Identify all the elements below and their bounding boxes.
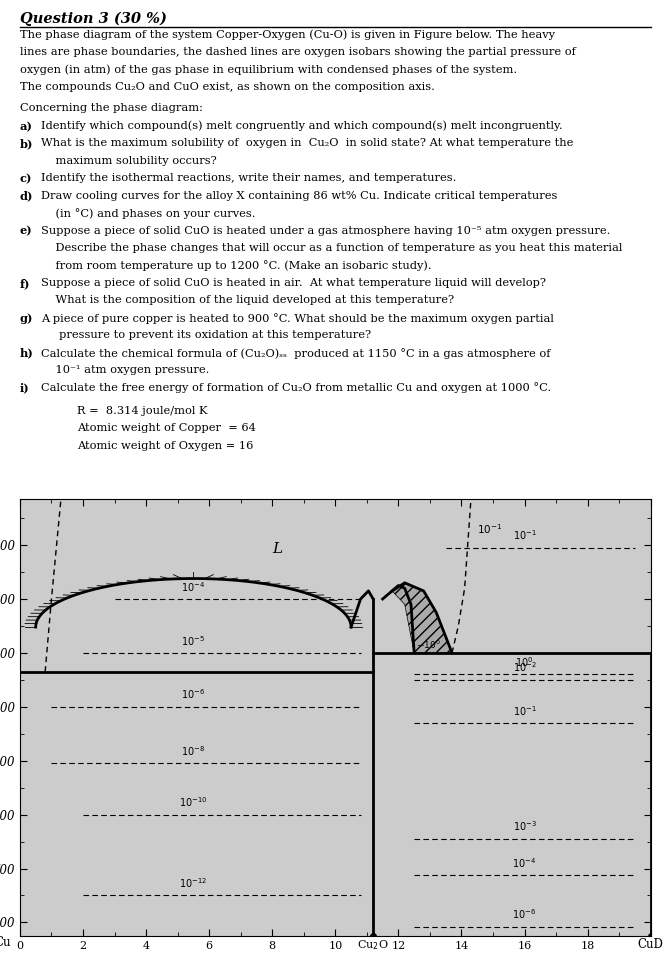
Text: $-10^{0}$: $-10^{0}$ <box>416 638 440 650</box>
Text: $10^{-1}$: $10^{-1}$ <box>513 704 537 717</box>
Text: Identify which compound(s) melt congruently and which compound(s) melt incongrue: Identify which compound(s) melt congruen… <box>41 121 563 132</box>
Text: lines are phase boundaries, the dashed lines are oxygen isobars showing the part: lines are phase boundaries, the dashed l… <box>20 48 576 57</box>
Text: Suppose a piece of solid CuO is heated in air.  At what temperature liquid will : Suppose a piece of solid CuO is heated i… <box>41 278 546 287</box>
Text: e): e) <box>20 225 33 237</box>
Text: A piece of pure copper is heated to 900 °C. What should be the maximum oxygen pa: A piece of pure copper is heated to 900 … <box>41 312 554 324</box>
Text: CuD: CuD <box>638 938 663 951</box>
Text: $10^{-6}$: $10^{-6}$ <box>181 688 205 701</box>
Text: Question 3 (30 %): Question 3 (30 %) <box>20 11 167 27</box>
Text: f): f) <box>20 278 31 288</box>
Text: Atomic weight of Copper  = 64: Atomic weight of Copper = 64 <box>77 423 256 434</box>
Text: $10^{-10}$: $10^{-10}$ <box>179 796 208 809</box>
Text: $10^{-6}$: $10^{-6}$ <box>513 907 537 922</box>
Text: from room temperature up to 1200 °C. (Make an isobaric study).: from room temperature up to 1200 °C. (Ma… <box>41 261 432 271</box>
Text: $10^{-8}$: $10^{-8}$ <box>181 744 205 758</box>
Text: L: L <box>272 542 282 556</box>
Text: Calculate the chemical formula of (Cu₂O)ₛₛ  produced at 1150 °C in a gas atmosph: Calculate the chemical formula of (Cu₂O)… <box>41 348 551 358</box>
Text: b): b) <box>20 138 33 149</box>
Text: Atomic weight of Oxygen = 16: Atomic weight of Oxygen = 16 <box>77 440 253 451</box>
Text: $10^{-1}$: $10^{-1}$ <box>477 522 503 537</box>
Text: Cu: Cu <box>0 936 11 949</box>
Text: The phase diagram of the system Copper-Oxygen (Cu-O) is given in Figure below. T: The phase diagram of the system Copper-O… <box>20 30 555 40</box>
Text: Draw cooling curves for the alloy X containing 86 wt% Cu. Indicate critical temp: Draw cooling curves for the alloy X cont… <box>41 191 558 201</box>
Text: c): c) <box>20 173 33 184</box>
Text: $10^{-5}$: $10^{-5}$ <box>181 634 205 647</box>
Text: $10^{0}$: $10^{0}$ <box>515 655 534 669</box>
Text: What is the maximum solubility of  oxygen in  Cu₂O  in solid state? At what temp: What is the maximum solubility of oxygen… <box>41 138 574 148</box>
Text: g): g) <box>20 312 33 324</box>
Text: (in °C) and phases on your curves.: (in °C) and phases on your curves. <box>41 208 256 219</box>
Text: i): i) <box>20 383 30 393</box>
Text: $10^{-12}$: $10^{-12}$ <box>179 877 207 890</box>
Text: h): h) <box>20 348 34 359</box>
Text: Cu$_2$O: Cu$_2$O <box>357 938 389 952</box>
Text: $10^{-2}$: $10^{-2}$ <box>513 661 537 674</box>
Text: The compounds Cu₂O and CuO exist, as shown on the composition axis.: The compounds Cu₂O and CuO exist, as sho… <box>20 82 435 93</box>
Text: R =  8.314 joule/mol K: R = 8.314 joule/mol K <box>77 406 207 415</box>
Text: a): a) <box>20 121 33 132</box>
Text: Identify the isothermal reactions, write their names, and temperatures.: Identify the isothermal reactions, write… <box>41 173 457 183</box>
Text: What is the composition of the liquid developed at this temperature?: What is the composition of the liquid de… <box>41 295 454 306</box>
Text: pressure to prevent its oxidation at this temperature?: pressure to prevent its oxidation at thi… <box>41 330 371 340</box>
Text: Calculate the free energy of formation of Cu₂O from metallic Cu and oxygen at 10: Calculate the free energy of formation o… <box>41 383 552 393</box>
Text: Describe the phase changes that will occur as a function of temperature as you h: Describe the phase changes that will occ… <box>41 243 623 253</box>
Polygon shape <box>382 583 452 653</box>
Text: $10^{-1}$: $10^{-1}$ <box>513 529 537 542</box>
Text: $10^{-3}$: $10^{-3}$ <box>513 819 537 834</box>
Text: oxygen (in atm) of the gas phase in equilibrium with condensed phases of the sys: oxygen (in atm) of the gas phase in equi… <box>20 65 517 75</box>
Text: $10^{-4}$: $10^{-4}$ <box>181 580 205 594</box>
Text: Concerning the phase diagram:: Concerning the phase diagram: <box>20 103 203 114</box>
Text: d): d) <box>20 191 33 202</box>
Text: Suppose a piece of solid CuO is heated under a gas atmosphere having 10⁻⁵ atm ox: Suppose a piece of solid CuO is heated u… <box>41 225 611 236</box>
Text: $10^{-4}$: $10^{-4}$ <box>513 856 537 870</box>
Text: maximum solubility occurs?: maximum solubility occurs? <box>41 156 217 166</box>
Text: 10⁻¹ atm oxygen pressure.: 10⁻¹ atm oxygen pressure. <box>41 365 210 375</box>
